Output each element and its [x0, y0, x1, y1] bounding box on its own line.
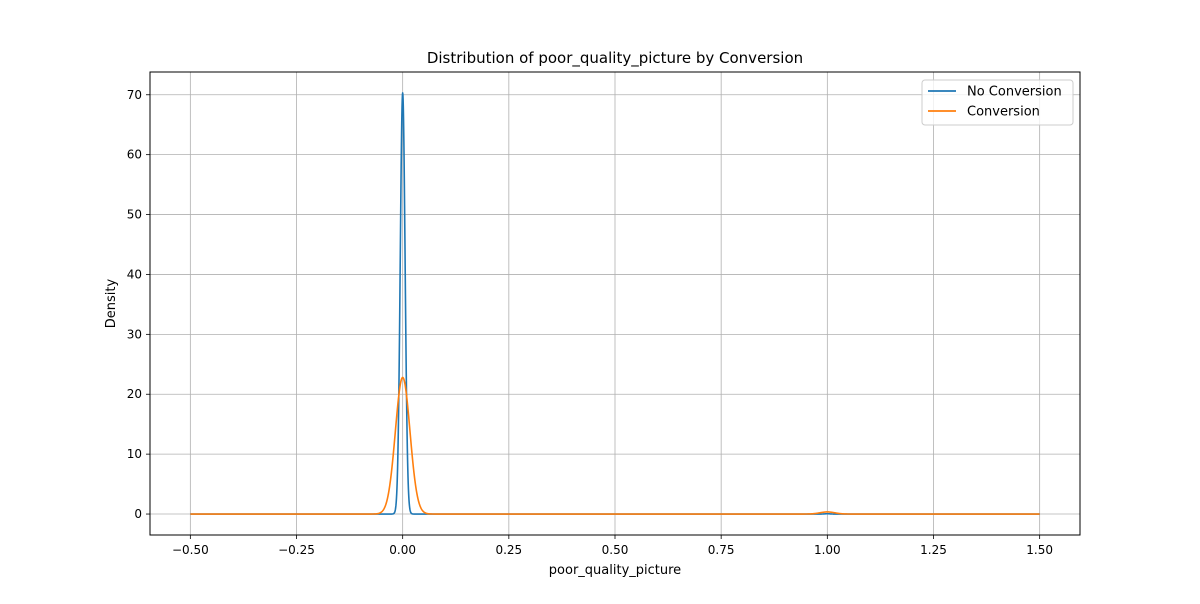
y-tick-label: 20 — [127, 387, 142, 401]
x-axis-label: poor_quality_picture — [549, 563, 681, 578]
x-tick-label: 1.00 — [814, 543, 841, 557]
y-tick-label: 70 — [127, 88, 142, 102]
x-tick-label: 0.25 — [495, 543, 522, 557]
legend-box — [921, 79, 1074, 126]
chart-title: Distribution of poor_quality_picture by … — [427, 49, 803, 68]
x-tick-label: 1.25 — [920, 543, 947, 557]
x-tick-label: 0.75 — [708, 543, 735, 557]
y-tick-label: 50 — [127, 208, 142, 222]
x-tick-label: −0.25 — [278, 543, 315, 557]
series-lines — [189, 92, 1041, 515]
x-tick-label: 0.50 — [602, 543, 629, 557]
x-tick-label: 1.50 — [1026, 543, 1053, 557]
series-line-2 — [189, 376, 1041, 515]
y-tick-label: 40 — [127, 267, 142, 281]
y-tick-label: 10 — [127, 447, 142, 461]
x-tick-label: −0.50 — [172, 543, 209, 557]
x-tick-label: 0.00 — [389, 543, 416, 557]
y-tick-label: 0 — [134, 507, 142, 521]
legend-label: Conversion — [967, 105, 1040, 120]
y-tick-label: 30 — [127, 327, 142, 341]
legend-label: No Conversion — [967, 85, 1062, 100]
y-tick-label: 60 — [127, 148, 142, 162]
legend: No Conversion Conversion — [921, 79, 1074, 126]
axis-ticks: −0.50 −0.25 0.00 0.25 0.50 0.75 1.00 1.25 1.50 0 1… — [127, 88, 1053, 557]
y-axis-label: Density — [104, 278, 119, 328]
